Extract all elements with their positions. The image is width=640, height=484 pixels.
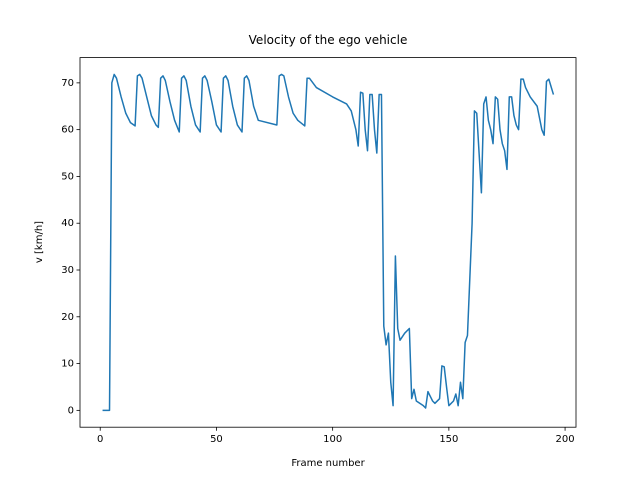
chart-title: Velocity of the ego vehicle [249, 33, 408, 47]
y-tick-label: 70 [61, 78, 74, 89]
y-tick-label: 20 [61, 312, 74, 323]
y-tick-label: 40 [61, 218, 74, 229]
y-tick-label: 30 [61, 265, 74, 276]
x-tick-label: 100 [323, 434, 342, 445]
y-tick-label: 0 [68, 405, 74, 416]
y-tick-label: 60 [61, 125, 74, 136]
x-axis-label: Frame number [291, 458, 365, 469]
plot-frame [79, 57, 577, 428]
x-tick-label: 0 [97, 434, 103, 445]
y-tick-label: 50 [61, 171, 74, 182]
line-series [102, 73, 555, 412]
y-axis-label: v [km/h] [34, 221, 45, 263]
x-tick-label: 50 [210, 434, 223, 445]
x-tick-label: 150 [439, 434, 458, 445]
x-tick-label: 200 [556, 434, 575, 445]
y-tick-label: 10 [61, 359, 74, 370]
